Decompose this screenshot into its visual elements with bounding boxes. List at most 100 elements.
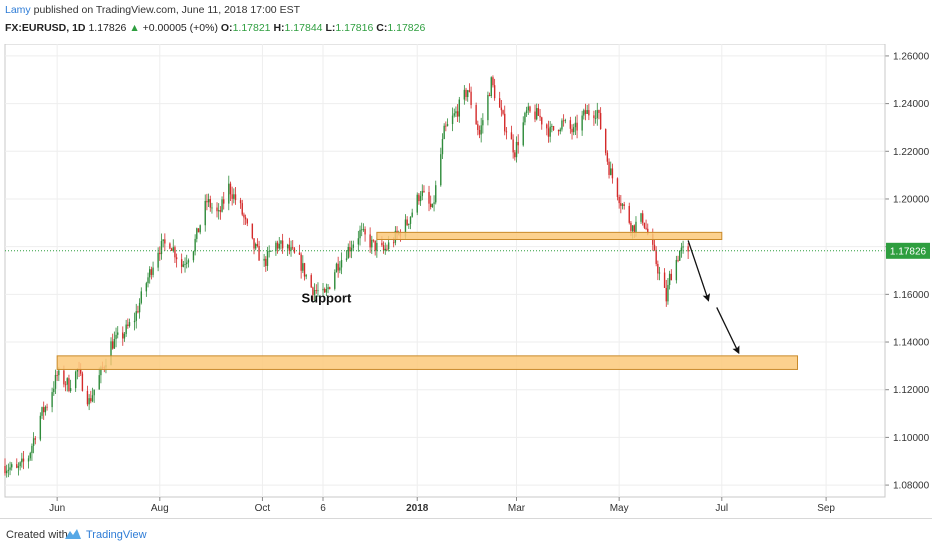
candle-body xyxy=(655,249,657,264)
candle-body xyxy=(29,453,31,459)
candle-body xyxy=(66,378,68,385)
candle-body xyxy=(668,273,671,285)
candle-body xyxy=(194,238,196,252)
candle-body xyxy=(480,125,482,135)
price-chart[interactable]: 1.080001.100001.120001.140001.160001.180… xyxy=(0,0,932,518)
y-tick-label: 1.16000 xyxy=(893,290,930,301)
candle-body xyxy=(91,395,94,402)
annotation-label[interactable]: Support xyxy=(301,291,351,306)
candle-body xyxy=(98,375,100,390)
candle-body xyxy=(488,95,491,97)
candle-body xyxy=(152,267,154,275)
tradingview-brand-link[interactable]: TradingView xyxy=(86,529,147,541)
candle-body xyxy=(288,244,291,251)
candle-body xyxy=(217,210,220,212)
candle-body xyxy=(39,415,42,440)
candle-body xyxy=(206,200,208,203)
candle-body xyxy=(361,229,363,231)
candle-body xyxy=(127,324,129,326)
candle-body xyxy=(392,242,395,244)
x-tick-label: Jun xyxy=(49,503,65,514)
candle-body xyxy=(17,466,20,468)
candle-body xyxy=(547,128,550,137)
candle-body xyxy=(541,117,543,125)
candle-body xyxy=(169,243,171,249)
candle-body xyxy=(633,225,635,232)
candle-body xyxy=(679,250,681,261)
candle-body xyxy=(228,183,230,204)
last-price-label: 1.17826 xyxy=(890,246,927,257)
candle-body xyxy=(21,458,23,463)
candle-body xyxy=(42,407,45,413)
candle-body xyxy=(372,239,375,241)
candle-body xyxy=(239,200,242,204)
candle-body xyxy=(253,238,255,249)
candle-body xyxy=(266,251,269,266)
candle-body xyxy=(446,124,449,127)
candle-body xyxy=(510,132,513,140)
candle-body xyxy=(465,89,467,98)
candle-body xyxy=(657,263,659,274)
candle-body xyxy=(133,320,136,323)
candle-body xyxy=(53,388,55,393)
candle-body xyxy=(11,464,13,468)
zone-support[interactable] xyxy=(56,355,799,370)
candle-body xyxy=(147,277,149,284)
candle-body xyxy=(451,115,454,125)
footer: Created with TradingView xyxy=(0,518,932,551)
candle-body xyxy=(327,287,329,290)
author-link[interactable]: Lamy xyxy=(5,4,31,16)
candle-body xyxy=(455,111,457,114)
candle-body xyxy=(4,466,6,474)
candle-body xyxy=(31,445,33,454)
candle-body xyxy=(345,258,348,260)
candle-body xyxy=(498,98,501,108)
candle-body xyxy=(197,228,200,233)
candle-body xyxy=(93,389,95,396)
candle-body xyxy=(588,110,590,116)
candle-body xyxy=(408,223,410,225)
candle-body xyxy=(443,125,445,139)
candle-body xyxy=(76,369,79,372)
candle-body xyxy=(157,252,159,268)
projection-arrow[interactable] xyxy=(687,240,711,302)
candle-body xyxy=(58,370,60,376)
candle-body xyxy=(470,91,472,106)
x-tick-label: Aug xyxy=(151,503,169,514)
candle-body xyxy=(302,263,304,271)
candle-body xyxy=(340,259,343,268)
candle-body xyxy=(514,152,516,158)
candle-body xyxy=(428,192,430,204)
candle-body xyxy=(303,263,306,277)
candle-body xyxy=(149,269,151,278)
candle-body xyxy=(34,438,36,440)
price-change: +0.00005 (+0%) xyxy=(142,22,218,34)
candle-body xyxy=(150,269,153,275)
candle-body xyxy=(433,202,435,204)
candle-body xyxy=(670,273,673,281)
projection-arrow[interactable] xyxy=(716,307,740,355)
candle-body xyxy=(456,111,459,117)
candle-body xyxy=(68,378,70,391)
candle-body xyxy=(435,185,437,203)
candle-body xyxy=(209,199,211,208)
candle-body xyxy=(81,373,84,391)
x-tick-label: May xyxy=(610,503,629,514)
candle-body xyxy=(610,168,612,175)
tradingview-logo-icon[interactable] xyxy=(64,527,82,541)
x-tick-label: 2018 xyxy=(406,503,429,514)
up-arrow-icon: ▲ xyxy=(129,22,140,34)
zone-resistance[interactable] xyxy=(376,231,723,241)
candle-body xyxy=(122,332,124,339)
candle-body xyxy=(339,267,341,271)
candle-body xyxy=(100,367,102,376)
candle-body xyxy=(546,124,548,129)
candle-body xyxy=(409,216,412,224)
candle-body xyxy=(276,242,279,249)
candle-body xyxy=(7,469,10,471)
symbol-name[interactable]: FX:EURUSD, 1D xyxy=(5,22,86,34)
candle-body xyxy=(515,141,518,158)
candle-body xyxy=(411,212,413,217)
y-tick-label: 1.26000 xyxy=(893,51,930,62)
candle-body xyxy=(221,199,223,212)
